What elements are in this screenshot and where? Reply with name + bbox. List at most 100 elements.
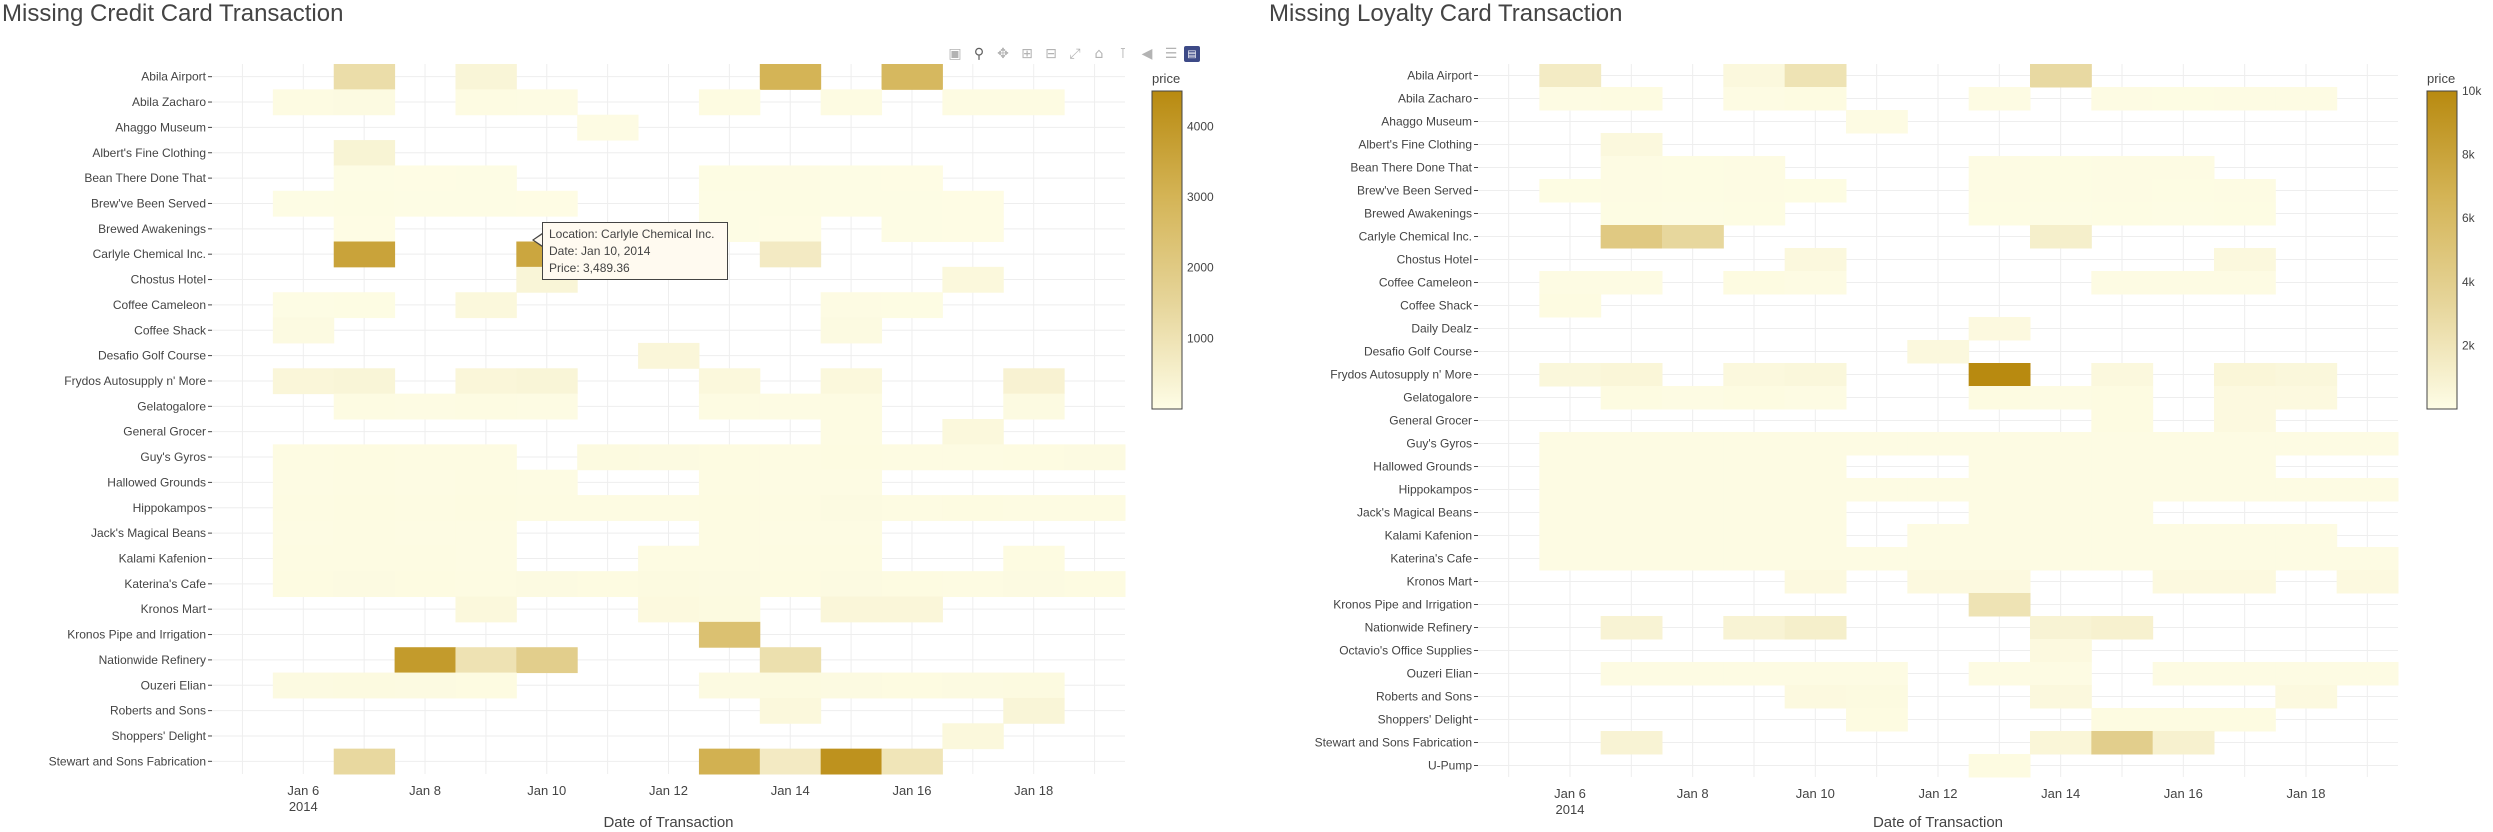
- heatmap-cell[interactable]: [1968, 524, 2031, 548]
- heatmap-cell[interactable]: [1784, 501, 1847, 525]
- heatmap-cell[interactable]: [516, 571, 578, 597]
- plotly-logo-icon[interactable]: ▤: [1184, 46, 1200, 62]
- heatmap-cell[interactable]: [1600, 87, 1663, 111]
- heatmap-cell[interactable]: [881, 165, 943, 192]
- heatmap-cell[interactable]: [333, 571, 396, 597]
- heatmap-cell[interactable]: [333, 444, 396, 471]
- heatmap-cell[interactable]: [942, 495, 1004, 521]
- pan-icon[interactable]: ✥: [997, 46, 1009, 62]
- heatmap-cell[interactable]: [394, 571, 456, 597]
- heatmap-cell[interactable]: [2030, 455, 2092, 479]
- heatmap-cell[interactable]: [1784, 685, 1847, 709]
- heatmap-cell[interactable]: [1003, 444, 1065, 471]
- autoscale-icon[interactable]: ⤢: [1069, 46, 1081, 62]
- heatmap-cell[interactable]: [2091, 616, 2154, 640]
- heatmap-cell[interactable]: [942, 89, 1004, 116]
- heatmap-cell[interactable]: [577, 571, 639, 597]
- heatmap-cell[interactable]: [272, 444, 335, 471]
- heatmap-cell[interactable]: [2091, 271, 2154, 295]
- heatmap-cell[interactable]: [333, 216, 396, 242]
- heatmap-cell[interactable]: [2336, 432, 2399, 456]
- heatmap-cell[interactable]: [759, 216, 822, 242]
- heatmap-cell[interactable]: [1600, 455, 1663, 479]
- heatmap-cell[interactable]: [1723, 478, 1786, 502]
- heatmap-cell[interactable]: [1907, 340, 1970, 364]
- heatmap-cell[interactable]: [333, 672, 396, 699]
- heatmap-cell[interactable]: [2214, 386, 2276, 410]
- heatmap-cell[interactable]: [1600, 501, 1663, 525]
- heatmap-cell[interactable]: [1723, 156, 1786, 180]
- heatmap-cell[interactable]: [272, 672, 335, 699]
- heatmap-cell[interactable]: [2091, 432, 2154, 456]
- heatmap-cell[interactable]: [1968, 202, 2031, 226]
- heatmap-cell[interactable]: [2275, 432, 2338, 456]
- heatmap-cell[interactable]: [759, 64, 822, 90]
- heatmap-cell[interactable]: [820, 190, 883, 217]
- heatmap-cell[interactable]: [1723, 501, 1786, 525]
- heatmap-cell[interactable]: [455, 190, 517, 217]
- heatmap-cell[interactable]: [2214, 248, 2276, 272]
- heatmap-cell[interactable]: [1539, 455, 1602, 479]
- heatmap-cell[interactable]: [1784, 616, 1847, 640]
- heatmap-cell[interactable]: [1968, 156, 2031, 180]
- heatmap-cell[interactable]: [1600, 271, 1663, 295]
- heatmap-cell[interactable]: [2152, 547, 2215, 571]
- heatmap-cell[interactable]: [394, 647, 456, 674]
- heatmap-cell[interactable]: [759, 672, 822, 699]
- heatmap-cell[interactable]: [1539, 363, 1602, 387]
- heatmap-cell[interactable]: [1003, 545, 1065, 572]
- heatmap-cell[interactable]: [638, 545, 700, 572]
- heatmap-cell[interactable]: [272, 571, 335, 597]
- heatmap-cell[interactable]: [394, 190, 456, 217]
- heatmap-cell[interactable]: [2275, 363, 2338, 387]
- heatmap-cell[interactable]: [2275, 524, 2338, 548]
- heatmap-cell[interactable]: [455, 495, 517, 521]
- heatmap-cell[interactable]: [1907, 432, 1970, 456]
- heatmap-cell[interactable]: [1600, 662, 1663, 686]
- heatmap-cell[interactable]: [1846, 708, 1908, 732]
- heatmap-cell[interactable]: [2152, 179, 2215, 203]
- heatmap-cell[interactable]: [394, 444, 456, 471]
- heatmap-cell[interactable]: [333, 64, 396, 90]
- heatmap-cell[interactable]: [1064, 444, 1126, 471]
- heatmap-cell[interactable]: [2030, 616, 2092, 640]
- heatmap-cell[interactable]: [1600, 363, 1663, 387]
- heatmap-cell[interactable]: [942, 723, 1004, 750]
- heatmap-cell[interactable]: [2336, 662, 2399, 686]
- heatmap-cell[interactable]: [1968, 501, 2031, 525]
- heatmap-cell[interactable]: [2214, 202, 2276, 226]
- heatmap-cell[interactable]: [942, 419, 1004, 445]
- heatmap-cell[interactable]: [820, 469, 883, 496]
- heatmap-cell[interactable]: [881, 748, 943, 775]
- heatmap-cell[interactable]: [516, 190, 578, 217]
- heatmap-cell[interactable]: [1003, 495, 1065, 521]
- heatmap-cell[interactable]: [820, 444, 883, 471]
- heatmap-cell[interactable]: [2091, 156, 2154, 180]
- heatmap-cell[interactable]: [1784, 248, 1847, 272]
- zoom-in-icon[interactable]: ⊞: [1021, 46, 1033, 62]
- heatmap-cell[interactable]: [759, 393, 822, 420]
- heatmap-cell[interactable]: [2214, 363, 2276, 387]
- heatmap-cell[interactable]: [272, 317, 335, 344]
- heatmap-cell[interactable]: [577, 444, 639, 471]
- heatmap-cell[interactable]: [759, 444, 822, 471]
- heatmap-cell[interactable]: [2275, 685, 2338, 709]
- heatmap-cell[interactable]: [1846, 547, 1908, 571]
- heatmap-cell[interactable]: [698, 89, 761, 116]
- heatmap-cell[interactable]: [455, 647, 517, 674]
- heatmap-cell[interactable]: [698, 748, 761, 775]
- reset-axes-icon[interactable]: ⌂: [1094, 46, 1104, 62]
- heatmap-cell[interactable]: [1600, 225, 1663, 249]
- heatmap-cell[interactable]: [1723, 662, 1786, 686]
- heatmap-cell[interactable]: [2030, 64, 2092, 88]
- heatmap-cell[interactable]: [1600, 133, 1663, 157]
- heatmap-cell[interactable]: [1784, 547, 1847, 571]
- heatmap-cell[interactable]: [1662, 179, 1724, 203]
- heatmap-cell[interactable]: [455, 89, 517, 116]
- heatmap-cell[interactable]: [638, 342, 700, 369]
- heatmap-cell[interactable]: [1662, 156, 1724, 180]
- heatmap-cell[interactable]: [2152, 708, 2215, 732]
- heatmap-cell[interactable]: [1662, 225, 1724, 249]
- heatmap-cell[interactable]: [1662, 432, 1724, 456]
- heatmap-cell[interactable]: [881, 444, 943, 471]
